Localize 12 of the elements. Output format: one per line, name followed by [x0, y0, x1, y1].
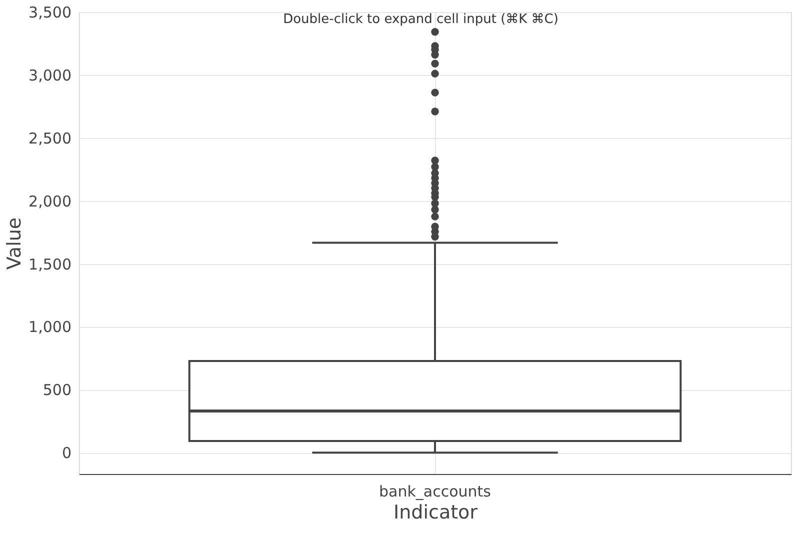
y-tick-label: 3,500	[28, 4, 72, 22]
y-tick-label: 0	[62, 444, 72, 462]
y-tick-label: 2,000	[28, 192, 72, 210]
y-tick-label: 1,500	[28, 255, 72, 274]
x-axis-title: Indicator	[394, 502, 478, 524]
y-tick-label: 1,000	[28, 318, 72, 336]
y-tick-label: 500	[42, 381, 72, 400]
y-axis-title: Value	[4, 217, 26, 270]
annotation: Double-click to expand cell input (⌘K ⌘C)	[283, 12, 558, 27]
y-tick-label: 2,500	[28, 129, 72, 148]
x-tick-label: bank_accounts	[379, 482, 492, 500]
y-tick-label: 3,000	[28, 66, 72, 84]
